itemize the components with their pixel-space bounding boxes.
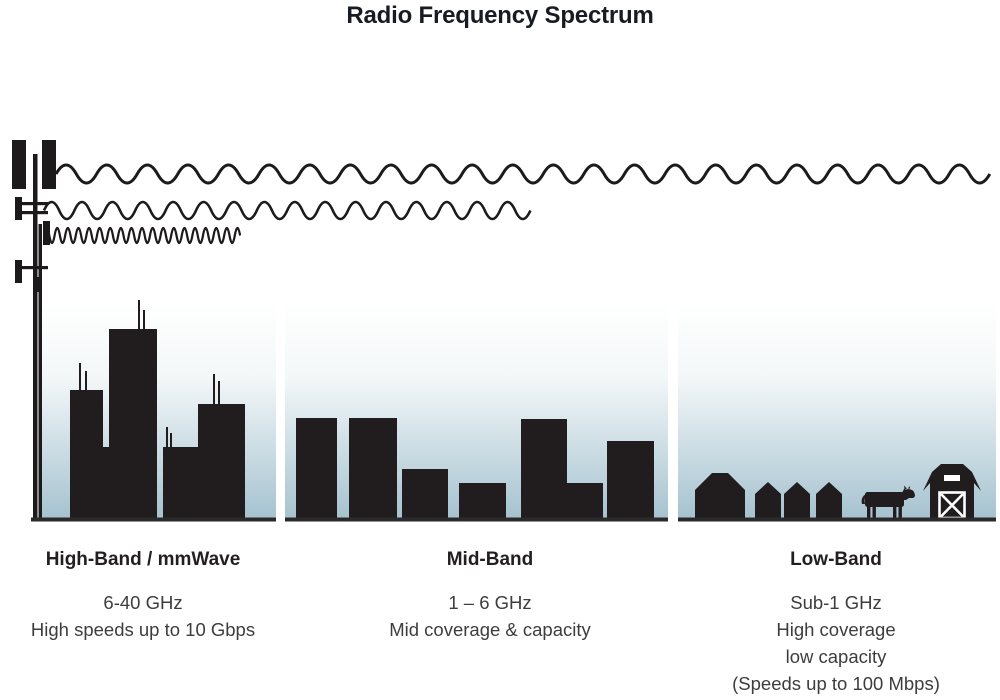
mid-band-sky-panel	[285, 303, 668, 518]
band-name: Mid-Band	[446, 549, 534, 570]
mid-band-wave-icon	[42, 200, 532, 221]
band-detail: 1 – 6 GHz	[448, 592, 532, 613]
low-band-rural-icon	[695, 464, 981, 520]
band-detail: 6-40 GHz	[103, 592, 183, 613]
band-detail: low capacity	[785, 646, 887, 667]
house-icon	[695, 473, 745, 519]
band-detail: High speeds up to 10 Gbps	[30, 619, 256, 640]
house-icon	[784, 482, 810, 519]
house-icon	[816, 482, 842, 519]
band-name: Low-Band	[790, 549, 882, 570]
cow-icon	[861, 485, 915, 518]
band-detail: (Speeds up to 100 Mbps)	[732, 673, 940, 694]
band-name: High-Band / mmWave	[45, 549, 241, 570]
cell-tower-icon	[12, 140, 56, 518]
band-detail: High coverage	[776, 619, 896, 640]
band-label-high: High-Band / mmWave 6-40 GHz High speeds …	[18, 548, 268, 643]
radio-waves	[42, 163, 992, 245]
ground-lines	[31, 517, 996, 522]
high-band-city-icon	[70, 300, 245, 519]
spectrum-scene	[12, 140, 996, 522]
rooftop-antennas	[79, 300, 220, 449]
band-label-mid: Mid-Band 1 – 6 GHz Mid coverage & capaci…	[365, 548, 615, 643]
low-band-wave-icon	[54, 163, 992, 185]
mid-band-town-icon	[296, 418, 654, 519]
barn-icon	[923, 464, 981, 520]
band-detail: Sub-1 GHz	[790, 592, 882, 613]
band-detail: Mid coverage & capacity	[389, 619, 591, 640]
page-title: Radio Frequency Spectrum	[346, 2, 654, 29]
house-icon	[755, 482, 781, 519]
high-band-wave-icon	[42, 226, 242, 245]
band-label-low: Low-Band Sub-1 GHz High coverage low cap…	[710, 548, 962, 697]
